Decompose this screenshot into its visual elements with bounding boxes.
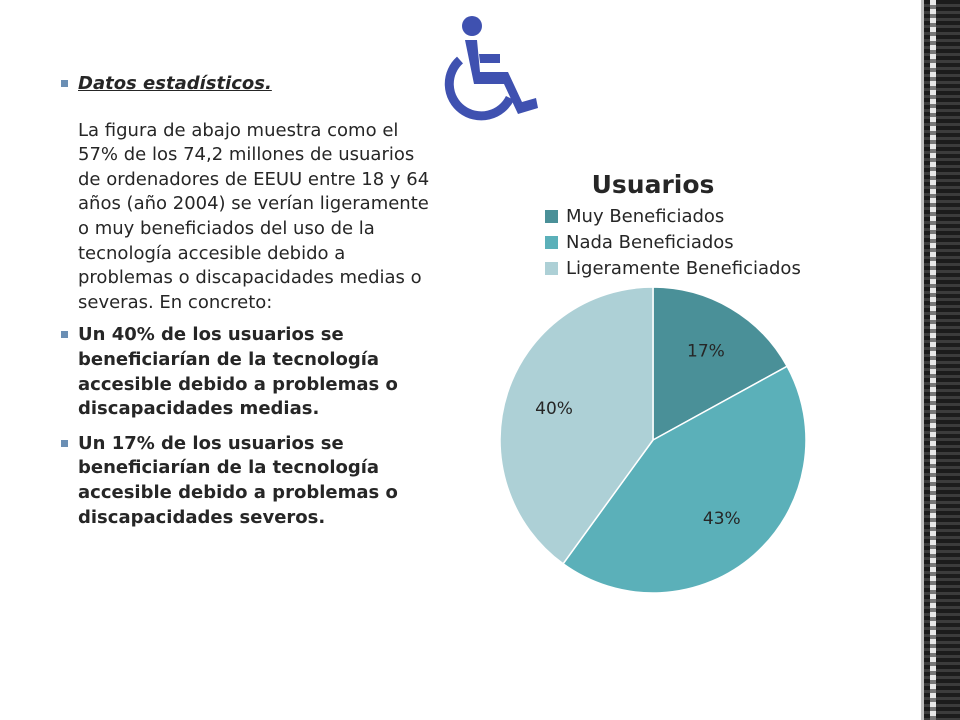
square-bullet-icon: [61, 80, 68, 87]
bullet-item-2: Un 17% de los usuarios se beneficiarían …: [58, 432, 430, 530]
data-labels: 17% 43% 40%: [535, 341, 741, 529]
square-bullet-icon: [61, 331, 68, 339]
text-content: Datos estadísticos. La figura de abajo m…: [58, 72, 430, 530]
bullet-heading: Datos estadísticos.: [58, 72, 430, 97]
film-strip-border: [924, 0, 960, 720]
wheelchair-icon: [444, 16, 538, 121]
pie-slice-2: [499, 286, 654, 565]
film-strip-edge: [921, 0, 924, 720]
section-heading: Datos estadísticos.: [78, 73, 272, 94]
data-label-0: 17%: [687, 341, 725, 361]
pie-slice-1: [562, 365, 807, 594]
data-label-1: 43%: [703, 509, 741, 529]
bullet-item-1: Un 40% de los usuarios se beneficiarían …: [58, 323, 430, 421]
intro-paragraph: La figura de abajo muestra como el 57% d…: [78, 119, 430, 313]
legend-label-2: Ligeramente Beneficiados: [566, 258, 801, 279]
legend-label-1: Nada Beneficiados: [566, 232, 734, 253]
pie-slices: [499, 286, 807, 594]
legend-swatch-0: [545, 210, 558, 223]
bullet-item-1-text: Un 40% de los usuarios se beneficiarían …: [78, 324, 398, 420]
pie-chart: Usuarios Muy Beneficiados Nada Beneficiad…: [499, 170, 807, 594]
pie-slice-0: [652, 286, 789, 442]
chart-legend: Muy Beneficiados Nada Beneficiados Ligeram…: [545, 206, 801, 279]
square-bullet-icon: [61, 439, 68, 447]
chart-title: Usuarios: [592, 170, 715, 199]
legend-label-0: Muy Beneficiados: [566, 206, 724, 227]
legend-swatch-2: [545, 262, 558, 275]
bullet-item-2-text: Un 17% de los usuarios se beneficiarían …: [78, 432, 398, 528]
legend-swatch-1: [545, 236, 558, 249]
data-label-2: 40%: [535, 399, 573, 419]
